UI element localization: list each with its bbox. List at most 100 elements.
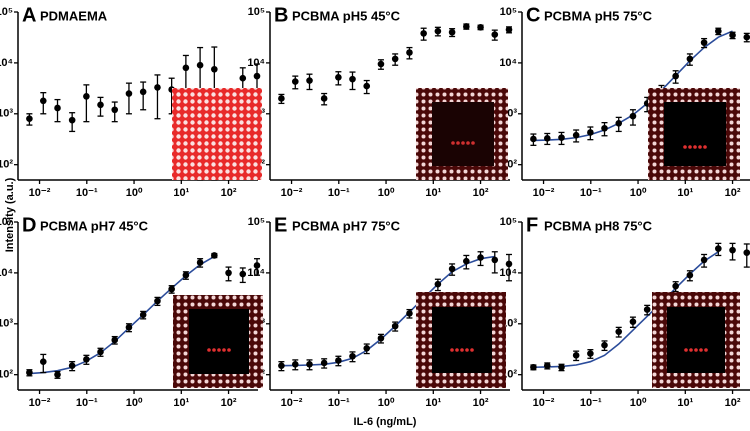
panel-letter: C — [526, 4, 540, 26]
data-point — [335, 357, 342, 364]
y-tick-label: 10³ — [0, 318, 13, 330]
inset-image — [652, 292, 740, 388]
x-tick-label: 10⁻¹ — [328, 397, 350, 409]
data-point — [587, 129, 594, 136]
error-bar — [83, 84, 90, 123]
x-tick-label: 10⁰ — [126, 397, 143, 409]
data-point — [543, 134, 551, 142]
x-tick-label: 10¹ — [677, 397, 693, 409]
data-point — [182, 64, 190, 72]
data-point — [743, 33, 750, 41]
data-point — [543, 362, 551, 370]
data-point — [615, 328, 623, 335]
inset-image — [416, 292, 506, 388]
data-point — [643, 306, 651, 313]
data-point — [211, 252, 218, 259]
data-point — [530, 135, 537, 143]
y-tick-label: 10⁵ — [500, 216, 517, 228]
x-tick-label: 10⁻² — [281, 187, 303, 199]
data-point — [406, 49, 413, 56]
panel-title: PCBMA pH8 75°C — [544, 218, 653, 233]
y-tick-label: 10⁴ — [0, 57, 13, 69]
x-tick-label: 10² — [221, 397, 237, 409]
data-point — [225, 269, 232, 277]
x-tick-label: 10⁻² — [533, 397, 555, 409]
data-point — [572, 352, 580, 359]
y-tick-label: 10⁴ — [247, 267, 265, 279]
data-point — [196, 259, 204, 266]
data-point — [434, 27, 442, 35]
y-tick-label: 10² — [0, 369, 13, 381]
data-point — [572, 131, 580, 139]
inset-image — [172, 88, 262, 180]
panel-letter: B — [274, 4, 288, 26]
data-point — [125, 324, 133, 331]
y-tick-label: 10⁵ — [0, 216, 13, 228]
fit-curve — [281, 255, 495, 367]
x-tick-label: 10⁻¹ — [76, 187, 98, 199]
x-tick-label: 10² — [221, 187, 237, 199]
panel-title: PCBMA pH5 75°C — [544, 8, 653, 23]
data-point — [111, 336, 119, 344]
data-point — [672, 282, 679, 290]
data-point — [715, 245, 722, 252]
data-point — [463, 257, 470, 265]
data-point — [196, 61, 204, 69]
x-tick-label: 10¹ — [677, 187, 693, 199]
data-point — [729, 246, 736, 254]
error-bar — [125, 82, 132, 115]
data-point — [111, 106, 119, 114]
y-tick-label: 10⁴ — [499, 57, 517, 69]
panel-title: PCBMA pH7 45°C — [40, 218, 149, 233]
data-point — [291, 360, 299, 368]
x-tick-label: 10² — [473, 397, 489, 409]
panel-letter: F — [526, 214, 538, 236]
x-tick-label: 10¹ — [173, 397, 189, 409]
x-tick-label: 10⁻² — [533, 187, 555, 199]
data-point — [629, 318, 637, 325]
data-point — [434, 280, 442, 288]
data-point — [168, 285, 175, 293]
data-point — [587, 350, 594, 357]
data-point — [83, 356, 90, 363]
error-bar — [505, 253, 512, 282]
data-point — [406, 310, 413, 317]
x-tick-label: 10⁰ — [630, 187, 647, 199]
data-point — [377, 334, 385, 342]
x-tick-label: 10⁻¹ — [328, 187, 350, 199]
data-point — [420, 30, 427, 37]
x-tick-label: 10⁰ — [378, 187, 395, 199]
data-point — [154, 84, 161, 91]
data-point — [491, 256, 499, 264]
panel-letter: E — [274, 214, 287, 236]
data-point — [743, 249, 750, 256]
y-tick-label: 10⁵ — [0, 6, 13, 18]
x-tick-label: 10⁻¹ — [580, 187, 602, 199]
y-tick-label: 10² — [0, 159, 13, 171]
data-point — [391, 55, 399, 63]
data-point — [239, 74, 247, 82]
data-point — [477, 24, 484, 31]
inset-image — [173, 295, 263, 388]
data-point — [363, 344, 371, 352]
data-point — [97, 101, 104, 109]
x-tick-label: 10¹ — [173, 187, 189, 199]
data-point — [306, 77, 313, 84]
x-tick-label: 10² — [473, 187, 489, 199]
x-tick-label: 10⁻² — [29, 397, 51, 409]
inset-image — [648, 88, 740, 180]
x-tick-label: 10⁻² — [29, 187, 51, 199]
panel-letter: A — [22, 4, 36, 26]
data-point — [672, 72, 679, 80]
data-point — [97, 348, 104, 356]
data-point — [349, 352, 356, 360]
panel: 10² 10³ 10⁴ 10⁵ 10⁻² 10⁻¹ 10⁰ 10¹ 10² D PCBMA pH7 … — [0, 214, 261, 409]
data-point — [391, 322, 399, 330]
x-tick-label: 10⁰ — [126, 187, 143, 199]
data-point — [363, 82, 371, 90]
x-tick-label: 10⁰ — [630, 397, 647, 409]
data-point — [139, 88, 147, 96]
panel-title: PCBMA pH5 45°C — [292, 8, 401, 23]
